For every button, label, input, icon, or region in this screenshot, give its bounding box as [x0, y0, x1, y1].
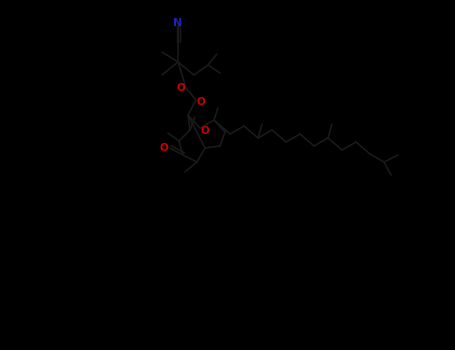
- Text: N: N: [173, 18, 182, 28]
- Text: O: O: [201, 126, 209, 136]
- Text: O: O: [177, 83, 185, 93]
- Text: O: O: [160, 143, 168, 153]
- Text: O: O: [197, 97, 205, 107]
